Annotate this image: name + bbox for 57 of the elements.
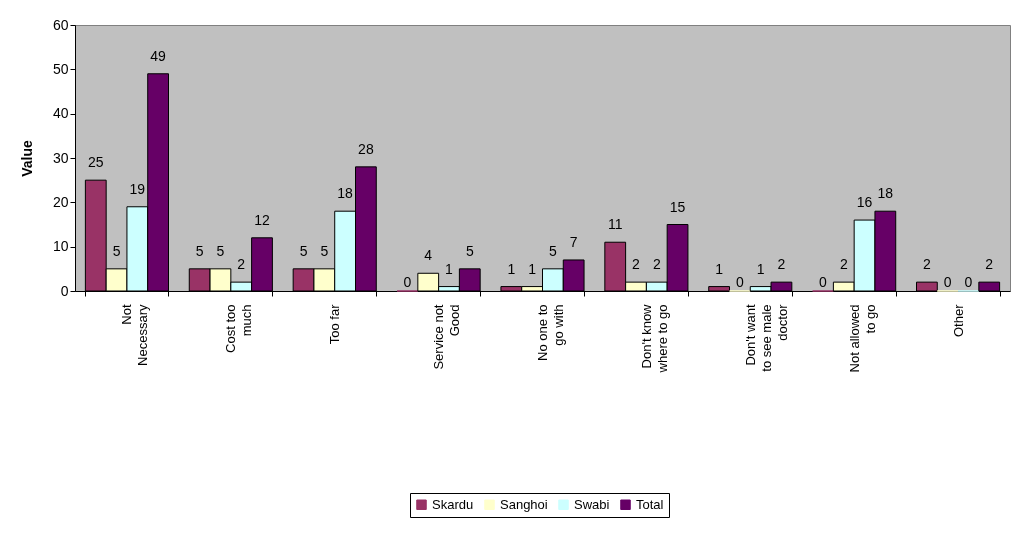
data-label: 4 — [424, 247, 433, 264]
data-label: 5 — [465, 242, 474, 259]
legend-label: Sanghoi — [500, 496, 548, 512]
data-label: 49 — [150, 47, 167, 64]
y-tick-label: 0 — [60, 282, 69, 299]
data-label: 12 — [254, 211, 270, 228]
data-label: 5 — [548, 242, 557, 259]
data-label: 7 — [569, 233, 578, 250]
x-tick-label: Too far — [327, 303, 343, 345]
data-label: 1 — [507, 260, 516, 277]
data-label: 5 — [216, 242, 225, 259]
data-label: 2 — [777, 256, 786, 273]
data-label: 2 — [839, 256, 848, 273]
data-label: 5 — [320, 242, 329, 259]
x-tick-label: No one to go with — [535, 304, 566, 361]
data-label: 15 — [669, 198, 686, 215]
data-label: 2 — [237, 256, 246, 273]
legend-label: Total — [636, 496, 664, 512]
y-tick-label: 60 — [52, 16, 69, 33]
data-label: 5 — [112, 242, 121, 259]
data-label: 25 — [87, 154, 104, 171]
y-axis-title: Value — [18, 140, 35, 177]
data-label: 11 — [607, 216, 623, 233]
data-label: 0 — [943, 274, 952, 290]
x-tick-label: Not Necessary — [119, 304, 151, 366]
data-label: 18 — [337, 185, 354, 202]
data-label: 28 — [358, 140, 374, 157]
data-label: 1 — [715, 260, 724, 277]
data-label: 16 — [856, 194, 873, 211]
x-tick-label: Service not Good — [431, 304, 463, 370]
y-tick-label: 40 — [52, 105, 69, 122]
y-tick-label: 20 — [52, 193, 69, 210]
legend-label: Skardu — [432, 496, 474, 512]
data-label: 1 — [756, 260, 765, 277]
data-label: 2 — [922, 256, 931, 273]
data-label: 19 — [129, 180, 146, 197]
data-label: 1 — [445, 260, 454, 277]
y-tick-label: 30 — [52, 149, 69, 166]
data-label: 2 — [985, 256, 994, 273]
data-label: 5 — [299, 242, 308, 259]
x-tick-label: Cost too much — [223, 304, 255, 353]
data-label: 1 — [528, 260, 537, 277]
data-label: 2 — [632, 256, 641, 273]
y-tick-label: 10 — [52, 238, 69, 255]
x-tick-label: Don't want to see male doctor — [742, 303, 790, 372]
data-label: 5 — [195, 242, 204, 259]
data-label: 0 — [819, 274, 828, 290]
data-label: 0 — [403, 274, 412, 290]
data-label: 18 — [877, 185, 894, 202]
y-tick-label: 50 — [52, 60, 69, 77]
x-tick-label: Don't know where to go — [638, 303, 670, 374]
data-label: 2 — [652, 256, 661, 273]
data-label: 0 — [735, 274, 744, 290]
data-label: 0 — [964, 274, 973, 290]
x-tick-label: Other — [950, 303, 966, 338]
x-tick-label: Not allowed to go — [846, 304, 878, 373]
legend-label: Swabi — [574, 496, 610, 512]
